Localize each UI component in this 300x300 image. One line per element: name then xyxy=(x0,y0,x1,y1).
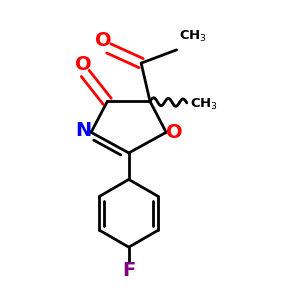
Text: O: O xyxy=(94,31,111,50)
Text: CH$_3$: CH$_3$ xyxy=(179,29,208,44)
Text: F: F xyxy=(122,261,135,280)
Text: O: O xyxy=(75,55,91,74)
Text: CH$_3$: CH$_3$ xyxy=(190,97,218,112)
Text: N: N xyxy=(76,122,92,140)
Text: O: O xyxy=(166,123,182,142)
